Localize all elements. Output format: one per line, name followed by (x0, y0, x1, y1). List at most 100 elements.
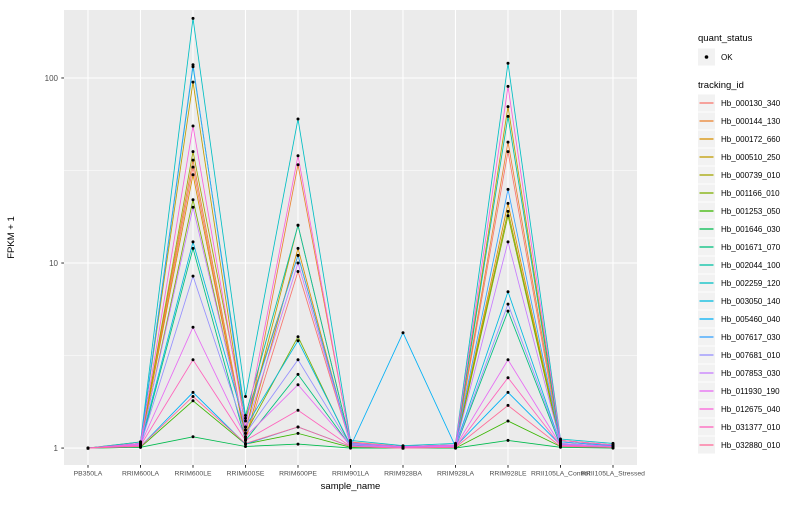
x-tick-label: RRIM600SE (227, 471, 265, 478)
data-point (506, 140, 510, 144)
data-point (296, 425, 300, 429)
legend-label: Hb_000739_010 (721, 171, 781, 180)
data-point (191, 390, 195, 394)
data-point (296, 246, 300, 250)
x-tick-label: RRIM600LA (122, 471, 159, 478)
legend-item-Hb_007617_030: Hb_007617_030 (698, 328, 781, 346)
legend-item-Hb_012675_040: Hb_012675_040 (698, 400, 781, 418)
data-point (244, 441, 247, 445)
data-point (191, 63, 195, 67)
legend-item-Hb_002259_120: Hb_002259_120 (698, 274, 781, 292)
data-point (139, 445, 142, 448)
data-point (296, 163, 300, 167)
axis-ticks (61, 77, 614, 468)
data-point (191, 325, 195, 329)
data-point (191, 165, 195, 169)
data-point (506, 201, 510, 205)
legend-label: Hb_007617_030 (721, 333, 781, 342)
legend-item-Hb_007853_030: Hb_007853_030 (698, 364, 781, 382)
data-point (296, 339, 300, 343)
legend-label: Hb_001671_070 (721, 243, 781, 252)
data-point (191, 246, 195, 250)
data-point (139, 441, 142, 445)
data-point (244, 416, 247, 420)
data-point (296, 442, 300, 446)
data-point (506, 214, 510, 218)
legend-point-marker (704, 55, 709, 59)
data-point (296, 408, 300, 412)
data-point (506, 114, 510, 118)
data-point (191, 395, 195, 398)
data-point (506, 419, 510, 423)
data-point (86, 446, 90, 450)
x-tick-label: RRII105LA_Stressed (581, 471, 645, 478)
data-point (506, 309, 510, 313)
data-point (506, 105, 510, 109)
data-point (611, 445, 615, 449)
legend-item-Hb_001253_050: Hb_001253_050 (698, 202, 781, 220)
data-point (454, 445, 457, 449)
data-points (86, 16, 615, 450)
legend-item-Hb_000739_010: Hb_000739_010 (698, 166, 781, 184)
legend-label-quant-ok: OK (721, 53, 733, 62)
x-tick-label: RRIM600LE (174, 471, 211, 478)
data-point (506, 240, 510, 244)
data-point (506, 150, 510, 154)
data-point (296, 270, 300, 273)
legend-label: Hb_005460_040 (721, 315, 781, 324)
data-point (506, 187, 510, 191)
data-point (191, 158, 195, 162)
data-point (296, 223, 300, 227)
data-point (191, 435, 195, 439)
data-point (191, 240, 195, 244)
data-point (296, 383, 300, 387)
legend-item-Hb_000130_340: Hb_000130_340 (698, 94, 781, 112)
data-point (559, 445, 562, 448)
data-point (506, 84, 510, 88)
data-point (401, 446, 405, 450)
data-point (506, 403, 510, 407)
data-point (506, 358, 510, 362)
data-point (506, 390, 510, 394)
legend-label: Hb_000510_250 (721, 153, 781, 162)
data-point (244, 438, 247, 442)
data-point (191, 205, 195, 209)
legend-item-Hb_002044_100: Hb_002044_100 (698, 256, 781, 274)
data-point (244, 435, 247, 439)
legend-label: Hb_001166_010 (721, 189, 780, 198)
legend-title-quant-status: quant_status (698, 33, 753, 44)
legend-item-Hb_032880_010: Hb_032880_010 (698, 436, 781, 454)
data-point (244, 431, 247, 435)
x-tick-label: PB350LA (74, 471, 103, 478)
data-point (244, 428, 247, 432)
legend-item-Hb_011930_190: Hb_011930_190 (698, 382, 780, 400)
legend-item-Hb_001646_030: Hb_001646_030 (698, 220, 781, 238)
x-axis-title: sample_name (321, 481, 381, 492)
y-tick-label: 10 (49, 259, 58, 268)
data-point (296, 253, 300, 257)
x-tick-label: RRII105LA_Control (531, 471, 590, 478)
data-point (296, 358, 300, 362)
data-point (349, 438, 352, 442)
data-point (611, 443, 615, 447)
legend-label: Hb_000130_340 (721, 99, 781, 108)
data-point (244, 419, 247, 423)
data-point (296, 335, 300, 339)
y-axis-labels: 1 10 100 (45, 74, 59, 453)
data-point (244, 425, 247, 429)
legend-label: Hb_002044_100 (721, 261, 781, 270)
data-point (191, 399, 195, 403)
legend-item-Hb_000144_130: Hb_000144_130 (698, 112, 781, 130)
data-point (506, 438, 510, 442)
data-point (191, 173, 195, 177)
y-tick-label: 1 (54, 444, 59, 453)
legend-label: Hb_003050_140 (721, 297, 781, 306)
legend-item-Hb_000172_660: Hb_000172_660 (698, 130, 781, 148)
legend-label: Hb_007853_030 (721, 369, 781, 378)
x-tick-label: RRIM928LA (437, 471, 474, 478)
data-point (191, 80, 195, 84)
data-point (191, 124, 195, 128)
legend-label: Hb_007681_010 (721, 351, 781, 360)
